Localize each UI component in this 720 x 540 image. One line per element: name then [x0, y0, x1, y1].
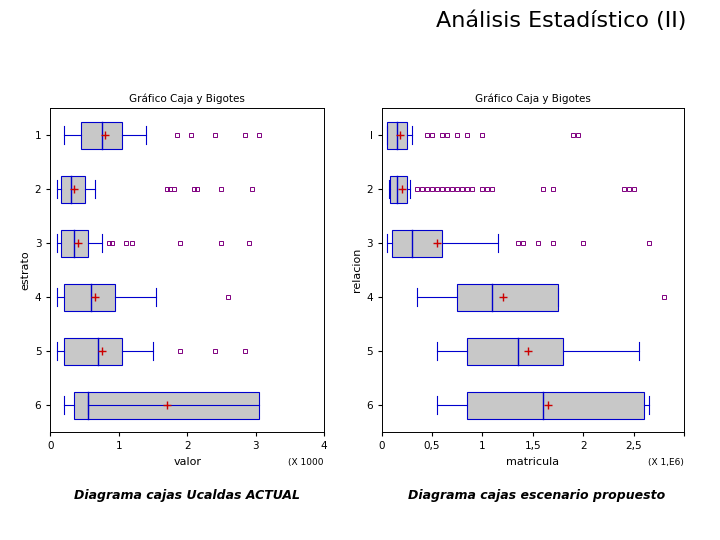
Text: Diagrama cajas escenario propuesto: Diagrama cajas escenario propuesto [408, 489, 665, 502]
Bar [60, 176, 85, 202]
Bar [64, 284, 115, 310]
Bar [60, 230, 88, 256]
X-axis label: matricula: matricula [506, 457, 559, 467]
Y-axis label: relacion: relacion [352, 248, 361, 292]
Text: (X 1,E6): (X 1,E6) [648, 458, 684, 467]
Bar [467, 392, 644, 418]
Bar [81, 122, 122, 148]
Bar [467, 338, 563, 364]
Text: Análisis Estadístico (II): Análisis Estadístico (II) [436, 11, 687, 31]
Bar [74, 392, 259, 418]
Bar [387, 122, 407, 148]
Bar [392, 230, 442, 256]
Title: Gráfico Caja y Bigotes: Gráfico Caja y Bigotes [130, 94, 245, 104]
Bar [390, 176, 407, 202]
Text: Diagrama cajas Ucaldas ACTUAL: Diagrama cajas Ucaldas ACTUAL [74, 489, 300, 502]
Text: (X 1000: (X 1000 [289, 458, 324, 467]
Y-axis label: estrato: estrato [21, 250, 30, 290]
Bar [64, 338, 122, 364]
Bar [457, 284, 558, 310]
Title: Gráfico Caja y Bigotes: Gráfico Caja y Bigotes [475, 94, 590, 104]
X-axis label: valor: valor [174, 457, 201, 467]
